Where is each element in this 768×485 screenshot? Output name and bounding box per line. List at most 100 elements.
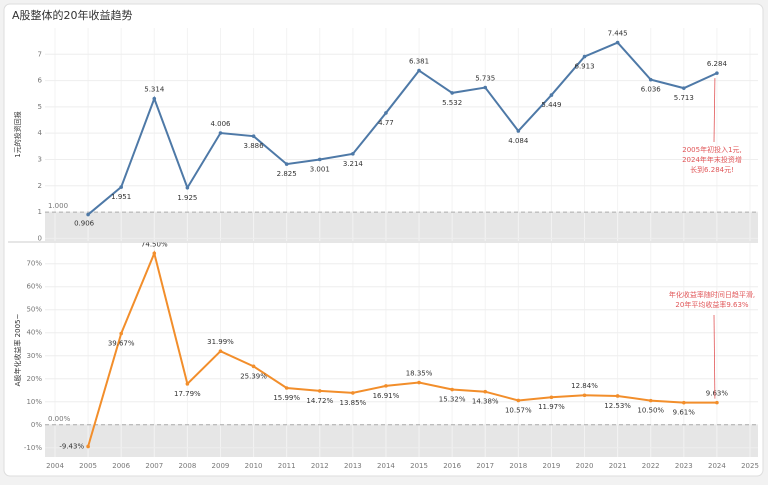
data-label: 18.35% bbox=[406, 370, 433, 378]
data-label: 1.925 bbox=[177, 194, 197, 202]
y-tick-label: 10% bbox=[26, 398, 42, 406]
point bbox=[615, 40, 620, 45]
x-tick-label: 2010 bbox=[245, 462, 263, 470]
data-label: 4.084 bbox=[508, 137, 529, 145]
below-reference-band bbox=[45, 212, 758, 241]
data-label: 5.314 bbox=[144, 86, 165, 94]
x-tick-label: 2009 bbox=[212, 462, 230, 470]
y-tick-label: 3 bbox=[38, 155, 42, 163]
x-tick-label: 2015 bbox=[410, 462, 428, 470]
point bbox=[86, 444, 90, 449]
point bbox=[152, 251, 157, 256]
point bbox=[119, 185, 123, 189]
y-tick-label: 60% bbox=[26, 283, 42, 291]
y-tick-label: 6 bbox=[38, 77, 43, 85]
data-label: 3.886 bbox=[244, 142, 265, 150]
x-tick-label: 2013 bbox=[344, 462, 362, 470]
point bbox=[251, 134, 256, 138]
point bbox=[715, 400, 719, 405]
data-label: 11.97% bbox=[538, 403, 565, 411]
data-label: 5.532 bbox=[442, 99, 462, 107]
point bbox=[648, 77, 653, 82]
y-tick-label: 2 bbox=[38, 182, 42, 190]
point bbox=[483, 389, 488, 394]
data-label: 1.951 bbox=[111, 193, 131, 201]
data-label: 17.79% bbox=[174, 390, 201, 398]
x-tick-label: 2007 bbox=[145, 462, 163, 470]
data-label: 3.214 bbox=[343, 160, 364, 168]
point bbox=[417, 68, 421, 73]
data-label: 16.91% bbox=[373, 392, 400, 400]
point bbox=[417, 380, 421, 385]
point bbox=[86, 212, 90, 217]
point bbox=[450, 91, 454, 95]
point bbox=[450, 387, 454, 392]
data-label: 4.006 bbox=[210, 120, 231, 128]
data-label: 13.85% bbox=[340, 399, 367, 407]
point bbox=[682, 400, 686, 405]
y-tick-label: 20% bbox=[26, 375, 42, 383]
point bbox=[549, 395, 554, 400]
line bbox=[87, 41, 718, 216]
point bbox=[516, 398, 521, 403]
point bbox=[218, 131, 223, 135]
point bbox=[582, 54, 587, 59]
x-tick-label: 2022 bbox=[642, 462, 660, 470]
y-tick-label: 1 bbox=[38, 208, 42, 216]
point bbox=[317, 389, 322, 393]
reference-label: 1.000 bbox=[48, 202, 68, 210]
data-label: 25.39% bbox=[240, 372, 267, 380]
data-label: 14.72% bbox=[306, 397, 333, 405]
y-tick-label: -10% bbox=[24, 444, 42, 452]
data-label: 6.036 bbox=[641, 86, 662, 94]
y-axis-label: A股年化收益率 2005~ bbox=[13, 314, 22, 387]
point bbox=[615, 394, 620, 398]
annotation: 2005年初投入1元, bbox=[682, 145, 742, 154]
y-tick-label: 7 bbox=[38, 50, 42, 58]
x-tick-label: 2020 bbox=[576, 462, 594, 470]
data-label: 74.50% bbox=[141, 240, 168, 248]
point bbox=[682, 86, 686, 90]
x-tick-label: 2011 bbox=[278, 462, 296, 470]
data-label: 7.445 bbox=[608, 30, 628, 38]
point bbox=[119, 331, 123, 336]
y-tick-label: 30% bbox=[26, 352, 42, 360]
data-label: 0.906 bbox=[74, 220, 95, 228]
data-label: 12.84% bbox=[571, 382, 598, 390]
reference-label: 0.00% bbox=[48, 415, 71, 423]
data-label: 39.67% bbox=[108, 340, 135, 348]
point bbox=[152, 96, 157, 101]
y-tick-label: 0% bbox=[31, 421, 42, 429]
y-tick-label: 40% bbox=[26, 329, 42, 337]
x-tick-label: 2018 bbox=[509, 462, 527, 470]
point bbox=[351, 152, 355, 156]
x-tick-label: 2023 bbox=[675, 462, 693, 470]
x-tick-label: 2008 bbox=[178, 462, 196, 470]
x-tick-label: 2012 bbox=[311, 462, 329, 470]
annotation: 长到6.284元! bbox=[690, 165, 734, 174]
point bbox=[582, 393, 587, 398]
point bbox=[185, 382, 190, 386]
data-label: 15.32% bbox=[439, 396, 466, 404]
data-label: 5.449 bbox=[541, 101, 561, 109]
annotation-arrow bbox=[713, 78, 716, 143]
data-label: 3.001 bbox=[310, 165, 330, 173]
below-reference-band bbox=[45, 424, 758, 457]
data-label: -9.43% bbox=[59, 442, 84, 450]
x-tick-label: 2019 bbox=[543, 462, 561, 470]
x-tick-label: 2004 bbox=[46, 462, 64, 470]
data-label: 6.913 bbox=[575, 63, 595, 71]
data-label: 6.381 bbox=[409, 58, 429, 66]
y-tick-label: 0 bbox=[38, 234, 42, 242]
data-label: 10.57% bbox=[505, 406, 532, 414]
annotation: 2024年年末投资增 bbox=[682, 155, 742, 164]
point bbox=[284, 386, 289, 390]
x-tick-label: 2005 bbox=[79, 462, 97, 470]
point bbox=[516, 129, 521, 133]
annotation: 年化收益率随时间日趋平滑, bbox=[669, 290, 755, 299]
point bbox=[351, 391, 355, 395]
point bbox=[549, 93, 554, 97]
point bbox=[317, 157, 322, 162]
point bbox=[384, 111, 388, 115]
